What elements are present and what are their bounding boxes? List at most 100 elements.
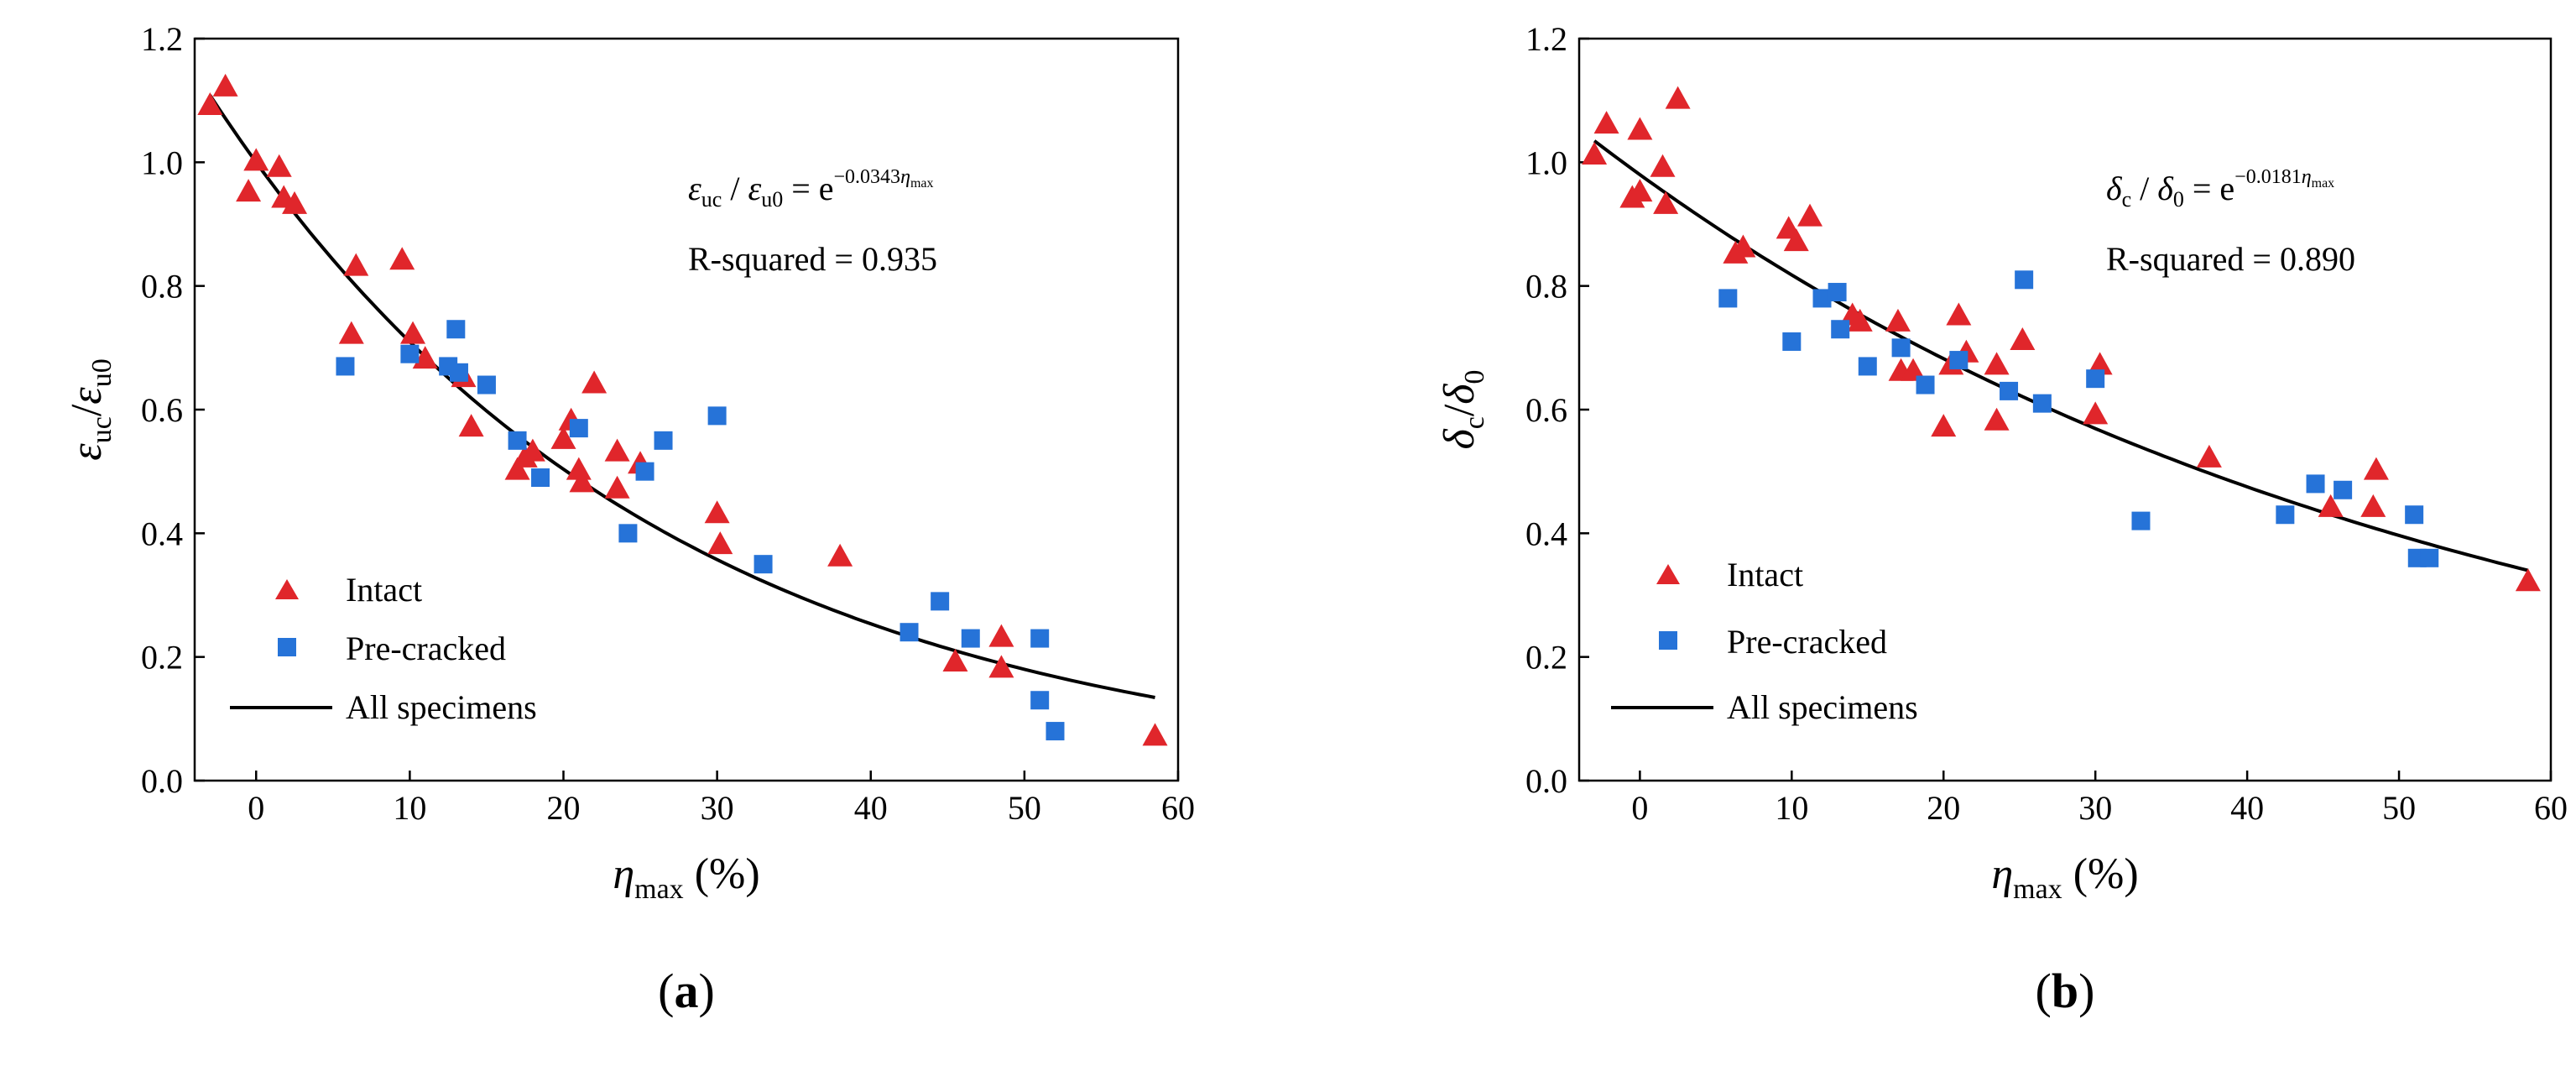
chart-b-point-precracked: [2276, 505, 2295, 525]
chart-a-point-precracked: [508, 431, 527, 450]
chart-a-point-intact: [236, 179, 262, 202]
chart-b-point-intact: [2360, 494, 2386, 517]
chart-b-legend-intact: Intact: [1727, 556, 1803, 593]
chart-b-ytick-label: 1.2: [1525, 20, 1567, 58]
chart-b-point-intact: [1653, 191, 1679, 214]
chart-b-point-precracked: [2420, 548, 2439, 567]
chart-b-point-intact: [1627, 117, 1653, 140]
chart-a-ytick-label: 0.8: [141, 268, 183, 306]
chart-b-ytick-label: 0.6: [1525, 391, 1567, 429]
chart-b-xtick-label: 0: [1631, 789, 1648, 827]
chart-a-ytick-label: 0.2: [141, 639, 183, 677]
chart-b-point-intact: [2363, 457, 2389, 480]
chart-b-xtick-label: 20: [1927, 789, 1960, 827]
chart-b-fit-line: [1593, 139, 2529, 572]
chart-a-point-precracked: [449, 363, 468, 382]
chart-b-fit-curve: [1593, 139, 2529, 572]
chart-a-r-squared: R-squared = 0.935: [688, 240, 937, 278]
chart-b-legend-precracked-marker: [1659, 631, 1677, 650]
chart-b-r-squared: R-squared = 0.890: [2106, 240, 2355, 278]
chart-b-xtick-label: 30: [2078, 789, 2112, 827]
chart-b-ticks: 0 10 20 30 40 50 60 0.0 0.2 0.4 0.6 0.8 1.0 1.2: [1525, 20, 2568, 827]
chart-a-point-intact: [604, 438, 630, 462]
chart-a-point-intact: [1142, 723, 1168, 746]
chart-a-ylabel: εuc/εu0: [63, 358, 117, 461]
chart-b-point-precracked: [2032, 394, 2052, 413]
chart-b-point-precracked: [2131, 511, 2151, 530]
chart-b-point-intact: [1783, 228, 1809, 252]
chart-a-point-intact: [988, 655, 1014, 678]
chart-b-ytick-label: 0.8: [1525, 268, 1567, 306]
chart-b-ytick-label: 0.2: [1525, 639, 1567, 677]
chart-b-xtick-label: 10: [1775, 789, 1808, 827]
chart-a-xtick-label: 0: [248, 789, 264, 827]
chart-a-point-precracked: [654, 431, 673, 450]
chart-b-point-precracked: [2334, 480, 2353, 499]
chart-b-point-precracked: [1891, 338, 1911, 358]
chart-a-legend-all: All specimens: [346, 688, 537, 726]
chart-a-point-precracked: [477, 375, 496, 395]
chart-b-legend: Intact Pre-cracked All specimens: [1611, 556, 1918, 726]
chart-b-points: [1582, 86, 2541, 592]
chart-a-point-precracked: [618, 524, 638, 543]
chart-a-xtick-label: 40: [854, 789, 888, 827]
chart-a-point-precracked: [569, 419, 588, 438]
chart-a-point-intact: [212, 73, 238, 97]
chart-a-point-precracked: [961, 629, 980, 648]
chart-b-ytick-label: 0.4: [1525, 515, 1567, 552]
chart-b-point-intact: [2087, 352, 2113, 375]
chart-a-ytick-label: 0.6: [141, 391, 183, 429]
chart-a-point-precracked: [1046, 722, 1065, 741]
chart-a-legend: Intact Pre-cracked All specimens: [230, 571, 537, 726]
chart-a-point-intact: [504, 457, 530, 480]
chart-b-point-intact: [1931, 414, 1957, 437]
chart-a-points: [197, 73, 1168, 746]
chart-a-ytick-label: 1.0: [141, 144, 183, 181]
chart-a-legend-intact: Intact: [346, 571, 422, 609]
chart-b-point-intact: [2196, 444, 2222, 468]
chart-b-point-intact: [1797, 203, 1823, 227]
chart-b-point-intact: [1593, 111, 1619, 134]
chart-a-point-intact: [389, 247, 415, 270]
chart-a-point-precracked: [446, 320, 466, 339]
chart-a-point-precracked: [1030, 629, 1050, 648]
chart-a-xtick-label: 60: [1161, 789, 1195, 827]
chart-a-point-intact: [704, 500, 730, 524]
chart-a-point-precracked: [336, 357, 355, 376]
chart-a-point-intact: [827, 543, 853, 567]
chart-b-point-precracked: [1916, 375, 1935, 395]
chart-b-point-intact: [2010, 327, 2036, 350]
chart-b-ytick-label: 1.0: [1525, 144, 1567, 181]
chart-a-point-intact: [942, 649, 968, 672]
chart-a-point-intact: [400, 321, 426, 344]
chart-b-legend-precracked: Pre-cracked: [1727, 623, 1887, 661]
chart-a-point-intact: [550, 426, 576, 449]
chart-a-equation: εuc / εu0 = e−0.0343ηmax: [688, 166, 934, 212]
chart-b-point-precracked: [1831, 320, 1850, 339]
chart-b-point-precracked: [2306, 474, 2325, 494]
chart-a-ytick-label: 0.4: [141, 515, 183, 552]
chart-a-ytick-label: 0.0: [141, 762, 183, 800]
chart-a-point-intact: [707, 531, 733, 555]
chart-a-point-intact: [458, 414, 484, 437]
chart-a-xtick-label: 30: [701, 789, 734, 827]
chart-a-xlabel: ηmax (%): [613, 850, 759, 905]
chart-a-point-intact: [604, 475, 630, 499]
chart-a-point-precracked: [1030, 691, 1050, 710]
chart-a-point-intact: [566, 457, 592, 480]
chart-a-point-precracked: [400, 344, 420, 363]
chart-b-point-intact: [1847, 308, 1873, 332]
chart-b-point-intact: [1665, 86, 1691, 109]
chart-b-point-intact: [1582, 141, 1608, 165]
chart-b-point-intact: [2515, 568, 2541, 592]
chart-a-ytick-label: 1.2: [141, 20, 183, 58]
chart-b-point-precracked: [2015, 270, 2034, 290]
chart-a-point-intact: [569, 469, 595, 493]
chart-b-point-intact: [1946, 302, 1972, 326]
chart-b-point-precracked: [1828, 283, 1847, 302]
chart-b-point-intact: [2318, 494, 2344, 517]
chart-b-point-intact: [1650, 154, 1676, 177]
chart-a-xtick-label: 50: [1008, 789, 1041, 827]
chart-a-point-precracked: [707, 406, 727, 426]
